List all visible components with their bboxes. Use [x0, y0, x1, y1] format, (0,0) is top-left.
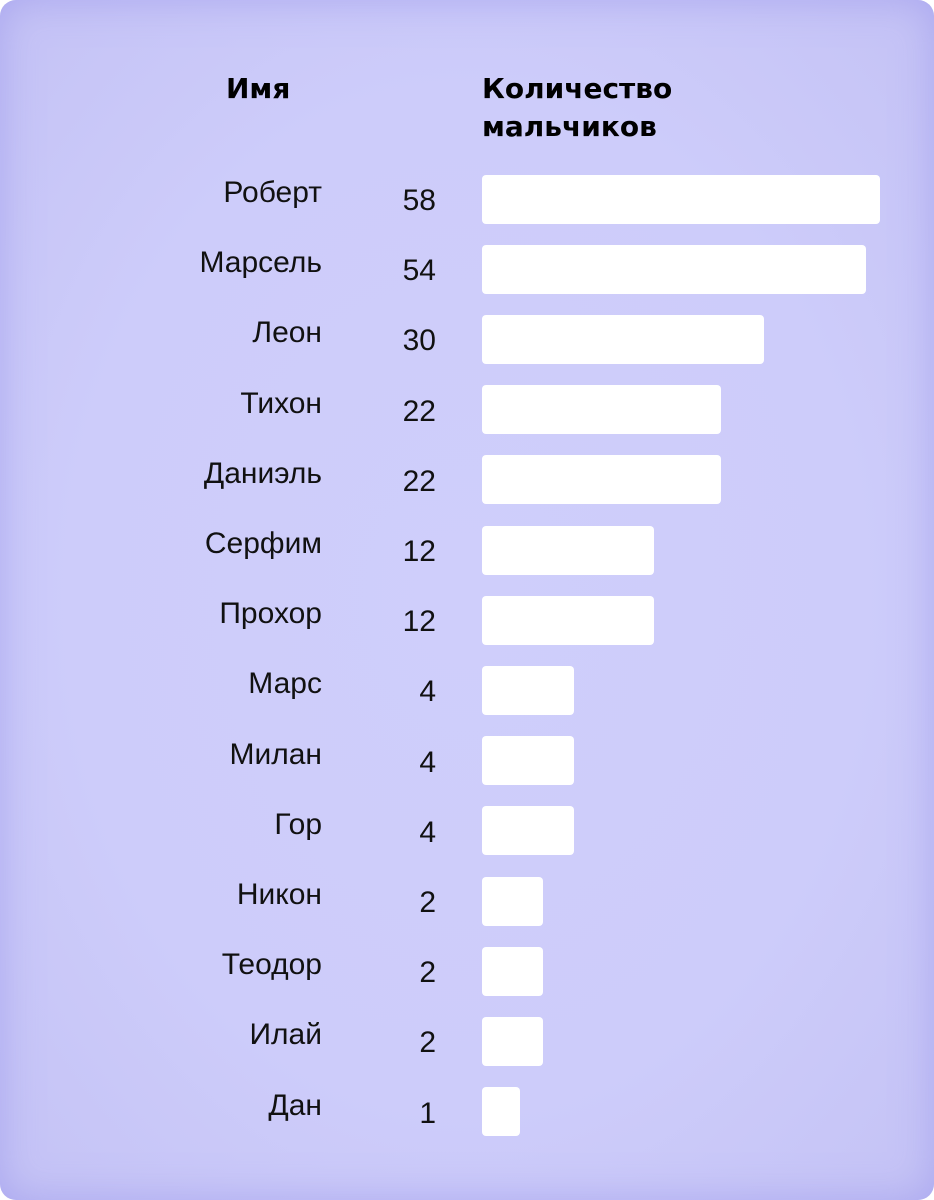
bar [482, 736, 575, 786]
bar [482, 665, 575, 715]
value-label: 1 [419, 1096, 436, 1130]
value-label: 30 [402, 324, 436, 358]
bar [482, 806, 575, 856]
column-header-count: Количество мальчиков [482, 72, 673, 143]
value-label: 2 [419, 956, 436, 990]
category-label: Теодор [221, 948, 322, 982]
category-label: Марсель [199, 246, 322, 280]
value-label: 2 [419, 1026, 436, 1060]
column-header-name: Имя [226, 72, 291, 105]
value-label: 4 [419, 745, 436, 779]
value-label: 12 [402, 535, 436, 568]
category-label: Марс [248, 667, 322, 701]
bar [482, 174, 880, 224]
value-label: 22 [402, 394, 436, 428]
bar [482, 314, 764, 364]
bar [482, 876, 543, 926]
category-label: Илай [249, 1018, 322, 1052]
bar [482, 595, 655, 645]
category-label: Леон [252, 316, 322, 350]
category-label: Дан [268, 1088, 322, 1122]
bar [482, 1016, 543, 1066]
bar [482, 244, 866, 294]
value-label: 4 [419, 675, 436, 709]
category-label: Никон [236, 878, 322, 911]
category-label: Роберт [223, 176, 322, 209]
category-label: Даниэль [203, 456, 322, 490]
category-label: Милан [229, 737, 322, 771]
bar [482, 1087, 520, 1137]
value-label: 54 [402, 254, 436, 288]
value-label: 12 [402, 605, 436, 639]
bar [482, 455, 721, 505]
value-label: 2 [419, 886, 436, 919]
bar [482, 946, 543, 996]
value-label: 58 [402, 184, 436, 217]
value-label: 22 [402, 464, 436, 498]
category-label: Гор [274, 807, 322, 841]
category-label: Прохор [219, 597, 322, 631]
category-label: Серфим [204, 527, 322, 560]
category-label: Тихон [240, 386, 322, 420]
value-label: 4 [419, 815, 436, 849]
bar [482, 385, 721, 435]
bar [482, 525, 655, 575]
